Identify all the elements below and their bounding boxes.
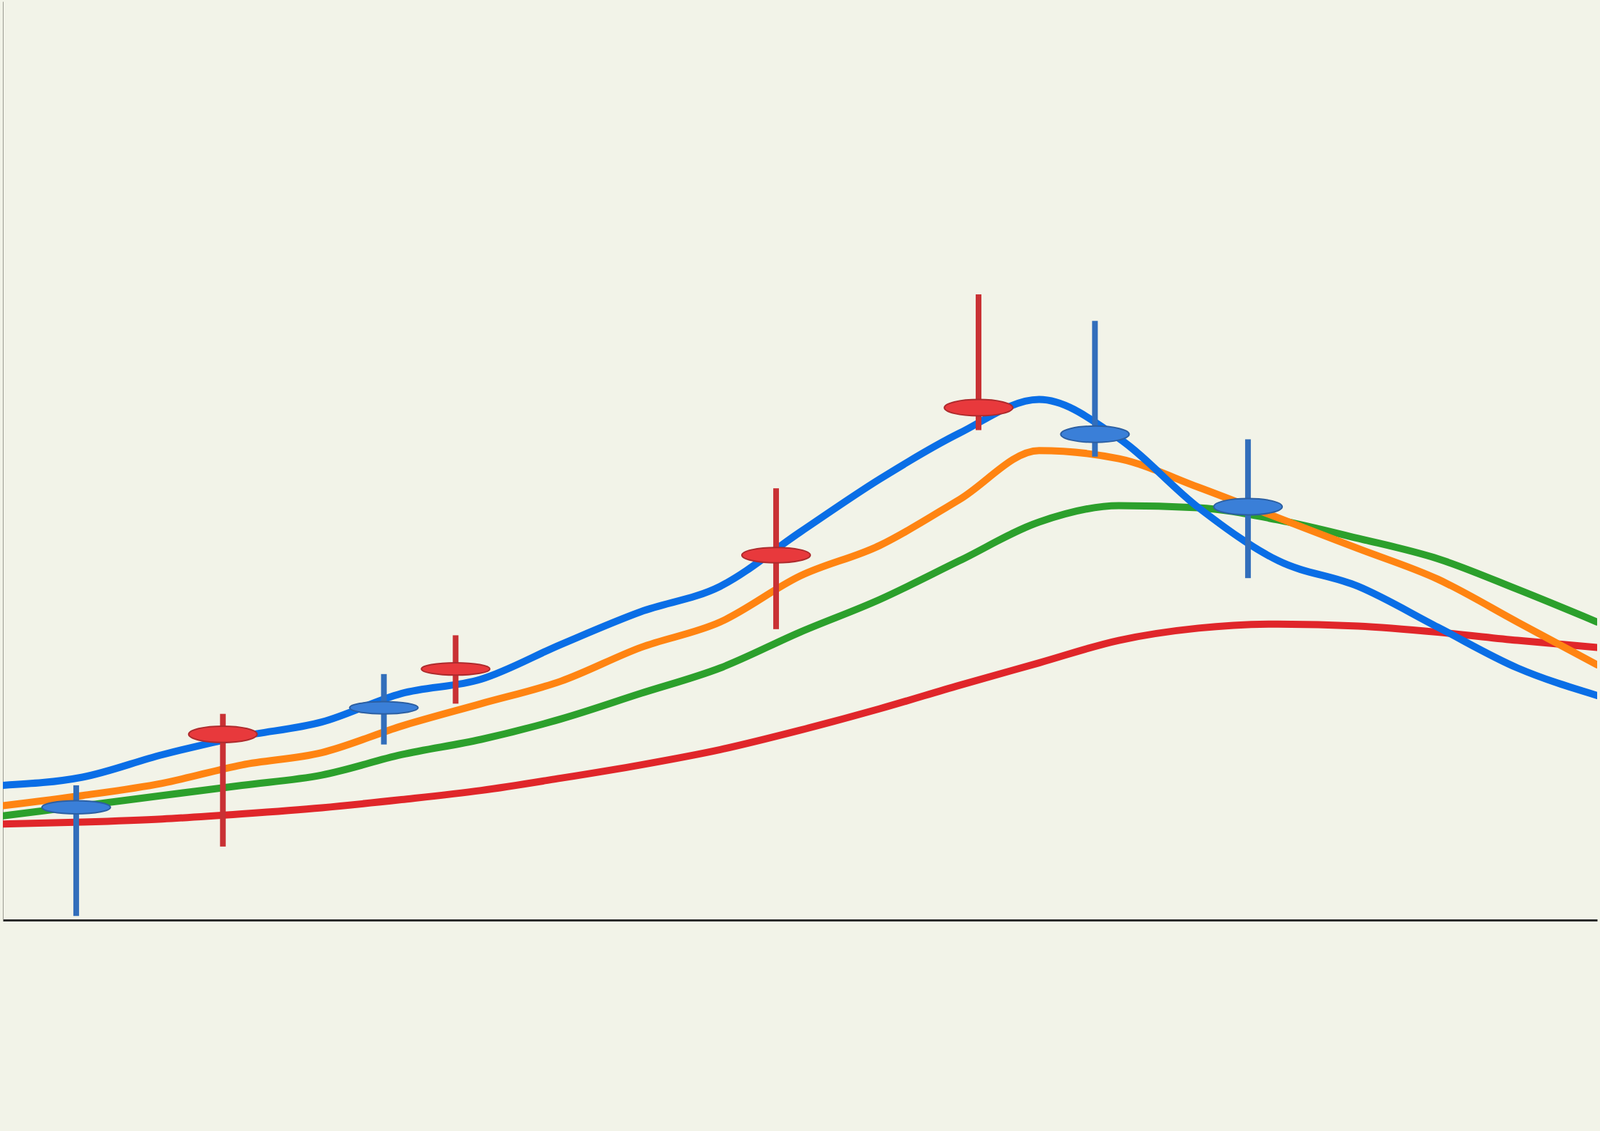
candle (1060, 320, 1129, 457)
candle (188, 714, 258, 847)
x-axis (3, 920, 1598, 921)
candle (349, 674, 419, 745)
plot (2, 2, 1598, 921)
candle-body (1060, 426, 1129, 443)
chart (0, 0, 1600, 1131)
candle (1213, 439, 1283, 578)
candle (741, 488, 811, 630)
candle-body (349, 702, 419, 715)
candle-body (42, 800, 111, 814)
data-area (2, 294, 1598, 916)
candle-body (188, 726, 258, 743)
candle (421, 635, 490, 704)
line-series (2, 624, 1598, 825)
line-series (2, 399, 1598, 786)
candle-body (421, 662, 490, 675)
x-axis-line (3, 919, 1598, 922)
candle-body (1213, 498, 1283, 515)
candle (42, 785, 111, 916)
candle-body (944, 399, 1013, 417)
line-series (2, 450, 1598, 806)
candle-body (741, 547, 811, 563)
candle (944, 294, 1013, 430)
